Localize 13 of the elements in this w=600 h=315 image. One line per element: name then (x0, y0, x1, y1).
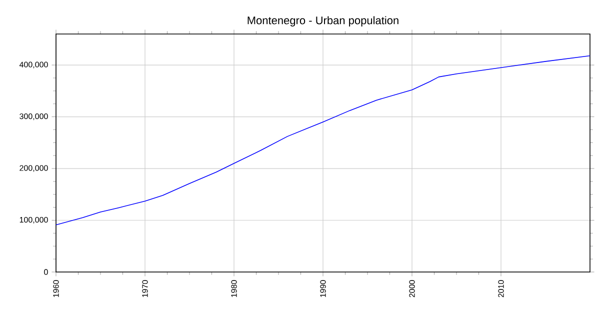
y-tick-label: 400,000 (19, 62, 48, 68)
x-tick-label: 1970 (142, 280, 148, 297)
chart-title: Montenegro - Urban population (248, 16, 398, 26)
y-tick-label: 0 (44, 269, 48, 275)
y-tick-label: 100,000 (20, 216, 48, 224)
x-tick-label: 2010 (498, 280, 504, 298)
x-tick-label: 1960 (53, 280, 59, 297)
x-tick-label: 1980 (231, 280, 237, 297)
x-tick-label: 2000 (409, 280, 415, 298)
line-series (56, 55, 590, 226)
x-tick-label: 1990 (320, 280, 326, 297)
y-tick-label: 300,000 (20, 113, 48, 120)
y-tick-label: 200,000 (20, 165, 48, 172)
